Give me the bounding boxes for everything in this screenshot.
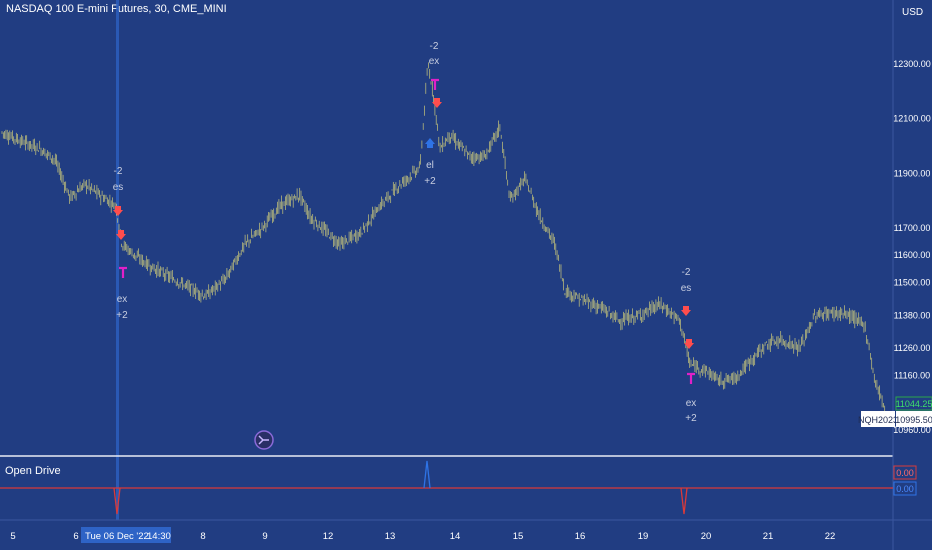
indicator-value-1: 0.00 <box>896 468 914 478</box>
trade-qty-bottom: +2 <box>685 413 697 424</box>
trade-tag-top: es <box>113 182 124 193</box>
price-tick-label: 10960.00 <box>893 425 931 435</box>
crosshair-price-box <box>896 411 932 427</box>
trade-tag-bottom: ex <box>686 398 697 409</box>
trade-tag-bottom: ex <box>117 294 128 305</box>
price-tick-label: 11700.00 <box>894 223 931 233</box>
trade-qty-bottom: +2 <box>424 176 436 187</box>
price-tick-label: 11600.00 <box>894 250 931 260</box>
time-tick-label: 13 <box>385 531 396 542</box>
indicator-spike-down-2 <box>680 487 688 515</box>
time-tick-label: 16 <box>575 531 586 542</box>
sell-arrow-icon <box>113 206 123 216</box>
indicator-name[interactable]: Open Drive <box>5 465 61 477</box>
exit-marker-icon <box>431 78 439 90</box>
price-tick-label: 12300.00 <box>893 59 931 69</box>
sell-arrow-icon <box>116 230 126 240</box>
currency-label: USD <box>902 7 924 18</box>
time-tick-label: 14 <box>450 531 461 542</box>
symbol-tag-label: NQH2023 <box>858 415 898 425</box>
tradingview-logo-icon[interactable] <box>254 430 274 450</box>
indicator-value-2: 0.00 <box>896 484 914 494</box>
time-tick-label: 21 <box>763 531 774 542</box>
price-tick-label: 11260.00 <box>894 343 931 353</box>
trade-tag-bottom: el <box>426 160 434 171</box>
candle-series <box>1 62 886 415</box>
time-tick-label: 9 <box>262 531 267 542</box>
price-tick-label: 11900.00 <box>894 168 931 178</box>
time-tick-label: 20 <box>701 531 712 542</box>
symbol-tag-box <box>861 411 895 427</box>
time-tick-label: 22 <box>825 531 836 542</box>
time-tick-label: 8 <box>200 531 205 542</box>
price-tick-label: 11160.00 <box>894 370 930 380</box>
indicator-spike-down-1 <box>113 487 121 515</box>
time-tick-label: 6 <box>73 531 78 542</box>
trade-tag-top: es <box>681 283 692 294</box>
price-axis[interactable]: 12300.00 12100.00 11900.00 11700.00 11600.00… <box>893 59 931 435</box>
last-price-label: 11044.25 <box>896 399 932 409</box>
crosshair-vertical <box>116 0 119 520</box>
time-tick-label: 15 <box>513 531 524 542</box>
trade-tag-top: ex <box>429 56 440 67</box>
crosshair-date-box <box>81 527 171 543</box>
price-tick-label: 11380.00 <box>894 310 931 320</box>
crosshair-price-label: 10995.50 <box>895 415 932 425</box>
last-price-box <box>895 396 932 411</box>
buy-arrow-icon <box>425 138 435 148</box>
trade-qty-top: -2 <box>114 166 123 177</box>
exit-marker-icon <box>687 372 695 384</box>
crosshair-time-label: 14:30 <box>147 531 171 542</box>
exit-marker-icon <box>119 266 127 278</box>
trade-qty-bottom: +2 <box>116 310 128 321</box>
sell-arrow-icon <box>684 339 694 349</box>
price-tick-label: 12100.00 <box>893 114 931 124</box>
time-tick-label: 19 <box>638 531 649 542</box>
time-axis[interactable]: 5 6 8 9 12 13 14 15 16 19 20 21 22 <box>10 531 835 542</box>
time-tick-label: 12 <box>323 531 334 542</box>
indicator-spike-up-1 <box>423 460 431 489</box>
sell-arrow-icon <box>681 306 691 316</box>
price-tick-label: 11500.00 <box>894 278 931 288</box>
sell-arrow-icon <box>432 98 442 108</box>
trade-markers: -2 es ex +2 -2 ex el +2 -2 es ex +2 <box>113 41 697 424</box>
indicator-value-1-box <box>893 465 917 480</box>
time-tick-label: 5 <box>10 531 15 542</box>
trade-qty-top: -2 <box>682 267 691 278</box>
crosshair-date-label: Tue 06 Dec '22 <box>85 531 149 542</box>
trade-qty-top: -2 <box>430 41 439 52</box>
indicator-value-2-box <box>893 481 917 496</box>
